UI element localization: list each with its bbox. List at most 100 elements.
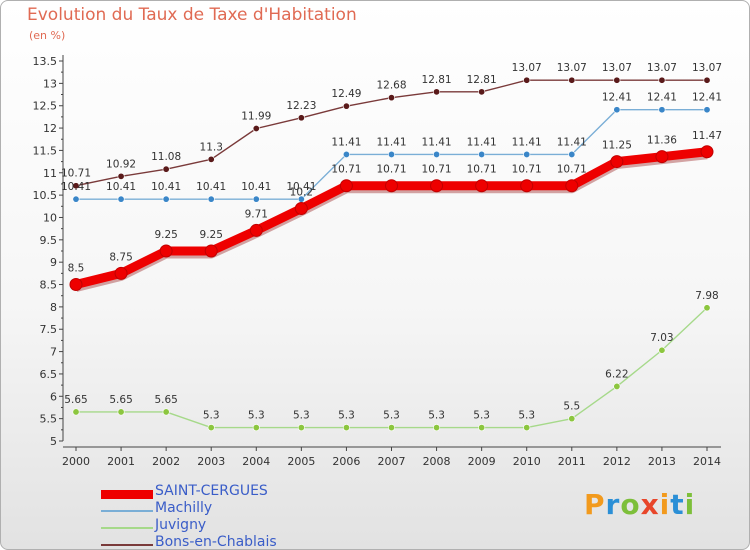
data-point <box>568 150 576 158</box>
logo-letter: r <box>605 488 621 521</box>
data-label: 5.3 <box>473 410 490 422</box>
y-tick-label: 13.5 <box>33 55 58 68</box>
data-label: 10.71 <box>512 164 542 176</box>
data-point <box>568 76 576 84</box>
data-point <box>478 88 486 96</box>
data-label: 11.99 <box>241 111 271 123</box>
y-tick-label: 10 <box>43 211 57 224</box>
x-tick-label: 2012 <box>603 455 631 468</box>
data-point <box>162 195 170 203</box>
data-point <box>478 424 486 432</box>
x-tick-label: 2004 <box>242 455 270 468</box>
data-label: 10.71 <box>467 164 497 176</box>
data-point <box>69 278 83 292</box>
data-point <box>294 202 308 216</box>
y-tick-label: 12.5 <box>33 100 58 113</box>
data-label: 5.65 <box>109 394 132 406</box>
data-label: 10.2 <box>290 187 313 199</box>
y-tick-label: 11 <box>43 167 57 180</box>
data-label: 5.3 <box>203 410 220 422</box>
data-point <box>658 106 666 114</box>
x-tick-label: 2005 <box>287 455 315 468</box>
data-point <box>387 424 395 432</box>
data-label: 12.41 <box>602 92 632 104</box>
data-label: 5.3 <box>338 410 355 422</box>
data-point <box>610 155 624 169</box>
data-point <box>655 150 669 164</box>
data-label: 5.65 <box>154 394 177 406</box>
legend-swatch <box>101 490 153 499</box>
data-label: 12.81 <box>422 74 452 86</box>
logo-letter: o <box>620 488 641 521</box>
x-tick-label: 2010 <box>513 455 541 468</box>
data-label: 10.71 <box>557 164 587 176</box>
x-tick-label: 2006 <box>332 455 360 468</box>
data-label: 11.41 <box>422 136 452 148</box>
data-label: 11.47 <box>692 130 722 142</box>
data-label: 5.3 <box>293 410 310 422</box>
logo-letter: t <box>670 488 685 521</box>
data-label: 11.41 <box>557 136 587 148</box>
data-point <box>117 408 125 416</box>
y-tick-label: 13 <box>43 77 57 90</box>
data-label: 11.41 <box>512 136 542 148</box>
y-tick-label: 9 <box>50 256 57 269</box>
data-label: 12.49 <box>331 88 361 100</box>
data-label: 10.41 <box>61 181 91 193</box>
data-point <box>523 150 531 158</box>
x-tick-label: 2001 <box>107 455 135 468</box>
y-tick-label: 6 <box>50 390 57 403</box>
data-label: 7.98 <box>695 290 718 302</box>
data-point <box>297 424 305 432</box>
data-point <box>568 415 576 423</box>
data-point <box>703 76 711 84</box>
data-label: 12.81 <box>467 74 497 86</box>
data-label: 13.07 <box>692 62 722 74</box>
data-label: 10.41 <box>241 181 271 193</box>
y-tick-label: 8 <box>50 301 57 314</box>
legend-label: Bons-en-Chablais <box>155 534 277 550</box>
data-point <box>117 195 125 203</box>
data-point <box>342 102 350 110</box>
data-label: 8.75 <box>109 251 132 263</box>
legend-swatch <box>101 510 153 512</box>
data-point <box>159 244 173 258</box>
data-label: 10.41 <box>286 181 316 193</box>
legend-label: Juvigny <box>155 517 207 533</box>
data-label: 8.5 <box>68 263 85 275</box>
chart-title: Evolution du Taux de Taxe d'Habitation <box>27 5 357 25</box>
data-point <box>523 424 531 432</box>
data-label: 11.41 <box>376 136 406 148</box>
data-label: 13.07 <box>602 62 632 74</box>
data-label: 10.92 <box>106 158 136 170</box>
data-label: 10.71 <box>422 164 452 176</box>
data-point <box>252 125 260 133</box>
legend-swatch <box>101 544 153 546</box>
legend-label: Machilly <box>155 500 213 516</box>
data-point <box>207 424 215 432</box>
data-point <box>114 266 128 280</box>
data-point <box>658 76 666 84</box>
data-point <box>297 114 305 122</box>
data-point <box>387 150 395 158</box>
data-point <box>613 382 621 390</box>
data-point <box>72 182 80 190</box>
data-label: 10.71 <box>331 164 361 176</box>
data-label: 5.3 <box>518 410 535 422</box>
data-label: 9.25 <box>154 229 177 241</box>
data-label: 10.41 <box>106 181 136 193</box>
x-tick-label: 2008 <box>423 455 451 468</box>
y-tick-label: 7.5 <box>40 323 58 336</box>
data-point <box>387 94 395 102</box>
data-label: 12.23 <box>286 100 316 112</box>
data-point <box>520 179 534 193</box>
data-label: 5.3 <box>248 410 265 422</box>
y-tick-label: 5.5 <box>40 413 58 426</box>
data-point <box>433 150 441 158</box>
y-tick-label: 12 <box>43 122 57 135</box>
data-label: 11.25 <box>602 140 632 152</box>
legend-label: SAINT-CERGUES <box>155 483 268 499</box>
logo-letter: x <box>640 488 660 521</box>
data-point <box>204 244 218 258</box>
data-point <box>342 424 350 432</box>
